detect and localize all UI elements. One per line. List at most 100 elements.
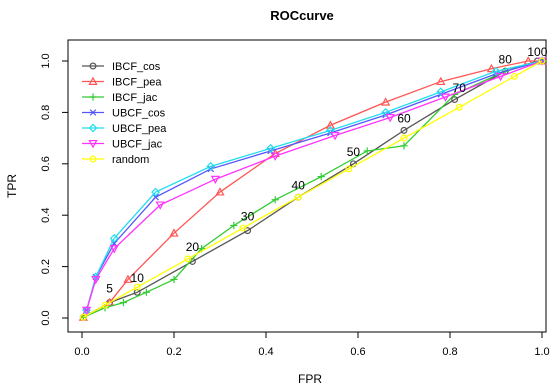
data-point bbox=[151, 187, 161, 197]
data-point bbox=[133, 288, 141, 296]
data-point bbox=[436, 76, 446, 86]
data-point bbox=[325, 120, 336, 129]
data-point bbox=[455, 103, 463, 111]
data-point bbox=[294, 193, 302, 201]
data-point bbox=[215, 187, 225, 196]
data-point bbox=[440, 93, 451, 102]
data-point bbox=[119, 298, 127, 307]
data-point bbox=[400, 134, 408, 142]
y-tick-label: 0.4 bbox=[40, 208, 52, 223]
legend-label: UBCF_jac bbox=[112, 139, 163, 151]
legend-marker bbox=[89, 93, 97, 101]
point-annotation: 60 bbox=[397, 112, 411, 126]
series-line bbox=[83, 60, 543, 318]
y-tick-label: 1.0 bbox=[40, 53, 52, 68]
legend-item: IBCF_cos bbox=[82, 61, 161, 73]
data-point bbox=[271, 196, 279, 204]
data-point bbox=[152, 193, 159, 201]
legend-item: IBCF_jac bbox=[82, 92, 158, 104]
data-point bbox=[210, 175, 221, 185]
data-point bbox=[345, 165, 353, 173]
y-tick-label: 0.2 bbox=[40, 259, 52, 274]
data-point bbox=[381, 107, 391, 117]
point-annotation: 80 bbox=[499, 53, 513, 67]
data-point bbox=[230, 221, 238, 230]
legend-item: IBCF_pea bbox=[82, 77, 162, 89]
x-tick-label: 0.6 bbox=[350, 346, 365, 358]
data-point bbox=[155, 201, 165, 210]
data-point bbox=[239, 224, 247, 232]
legend-marker bbox=[89, 155, 97, 163]
x-tick-label: 0.0 bbox=[74, 346, 89, 358]
data-point bbox=[538, 57, 546, 65]
chart-title: ROCcurve bbox=[270, 8, 334, 23]
y-tick-label: 0.8 bbox=[40, 105, 52, 120]
series-layer bbox=[78, 56, 547, 321]
series-random bbox=[79, 57, 546, 321]
y-axis-label: TPR bbox=[5, 174, 19, 198]
legend-marker bbox=[88, 76, 98, 85]
data-point bbox=[101, 301, 109, 309]
data-point bbox=[400, 142, 408, 150]
x-tick-label: 0.8 bbox=[442, 346, 457, 358]
data-point bbox=[436, 87, 446, 97]
data-point bbox=[184, 255, 192, 263]
data-point bbox=[170, 275, 178, 284]
data-point bbox=[380, 97, 391, 106]
data-point bbox=[495, 72, 506, 82]
data-point bbox=[123, 274, 133, 283]
legend-label: IBCF_cos bbox=[112, 61, 161, 73]
point-annotation: 50 bbox=[347, 145, 361, 159]
series-line bbox=[83, 60, 543, 318]
y-tick-label: 0.0 bbox=[40, 310, 52, 325]
series-line bbox=[85, 60, 543, 311]
legend-marker bbox=[89, 109, 97, 116]
legend-marker bbox=[88, 123, 98, 133]
data-point bbox=[330, 132, 340, 141]
data-point bbox=[385, 114, 395, 123]
legend-marker bbox=[88, 140, 98, 149]
data-point bbox=[109, 233, 119, 243]
data-point bbox=[142, 288, 150, 296]
x-tick-label: 0.2 bbox=[166, 346, 181, 358]
y-tick-label: 0.6 bbox=[40, 156, 52, 171]
legend-marker bbox=[89, 62, 97, 70]
data-point bbox=[266, 143, 276, 153]
point-annotation: 5 bbox=[106, 281, 113, 295]
data-point bbox=[91, 275, 101, 285]
data-point bbox=[491, 66, 501, 76]
data-point bbox=[109, 245, 119, 254]
annotation-layer: 5 10 20 30 40 50 60 70 80 100 bbox=[106, 45, 547, 295]
legend-label: IBCF_jac bbox=[112, 92, 158, 104]
legend-item: UBCF_pea bbox=[82, 123, 167, 135]
data-point bbox=[400, 126, 408, 134]
data-point bbox=[206, 161, 216, 171]
data-point bbox=[325, 125, 335, 135]
legend-label: UBCF_cos bbox=[112, 108, 166, 120]
x-axis-label: FPR bbox=[298, 372, 322, 386]
point-annotation: 20 bbox=[186, 240, 200, 254]
data-point bbox=[363, 147, 371, 155]
point-annotation: 100 bbox=[527, 45, 547, 59]
series-line bbox=[85, 60, 543, 311]
legend-item: UBCF_cos bbox=[82, 108, 166, 120]
y-axis: 0.0 0.2 0.4 0.6 0.8 1.0 bbox=[40, 53, 69, 326]
point-annotation: 10 bbox=[131, 271, 145, 285]
legend-label: IBCF_pea bbox=[112, 77, 162, 89]
legend-label: random bbox=[112, 154, 149, 166]
x-tick-label: 1.0 bbox=[534, 346, 549, 358]
point-annotation: 40 bbox=[292, 179, 306, 193]
legend-item: UBCF_jac bbox=[82, 139, 163, 151]
data-point bbox=[510, 72, 518, 80]
data-point bbox=[81, 306, 92, 316]
data-point bbox=[169, 228, 179, 237]
data-point bbox=[270, 152, 280, 161]
data-point bbox=[317, 173, 325, 181]
x-tick-label: 0.4 bbox=[258, 346, 273, 358]
data-point bbox=[486, 63, 497, 73]
data-point bbox=[79, 313, 87, 321]
legend-label: UBCF_pea bbox=[112, 123, 167, 135]
x-axis: 0.0 0.2 0.4 0.6 0.8 1.0 bbox=[74, 331, 550, 358]
legend: IBCF_cos IBCF_pea IBCF_jac UBCF_cos UBCF_pea… bbox=[82, 61, 167, 166]
